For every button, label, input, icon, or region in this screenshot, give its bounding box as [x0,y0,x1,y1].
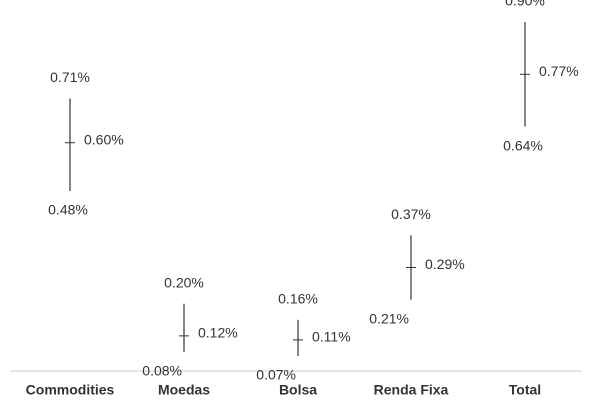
mid-label: 0.29% [425,256,465,272]
low-label: 0.08% [142,363,182,379]
high-label: 0.90% [505,0,545,9]
high-label: 0.71% [50,69,90,85]
x-tick-label: Commodities [26,382,115,398]
low-label: 0.07% [256,367,296,383]
mid-label: 0.77% [539,63,579,79]
high-label: 0.16% [278,290,318,306]
mid-label: 0.60% [84,131,124,147]
low-label: 0.64% [503,137,543,153]
x-tick-label: Bolsa [279,382,317,398]
mid-label: 0.11% [312,329,351,345]
low-label: 0.48% [48,202,88,218]
high-label: 0.20% [164,274,204,290]
high-label: 0.37% [391,206,431,222]
x-tick-label: Total [509,382,541,398]
mid-label: 0.12% [198,325,238,341]
x-tick-label: Renda Fixa [374,382,449,398]
x-tick-label: Moedas [158,382,210,398]
low-label: 0.21% [369,310,409,326]
